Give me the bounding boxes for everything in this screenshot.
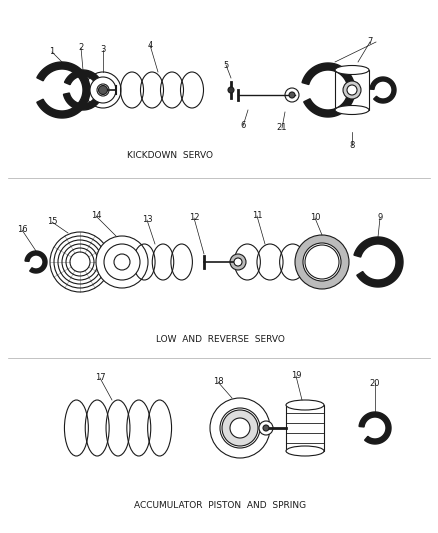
Text: 19: 19 xyxy=(291,372,301,381)
Circle shape xyxy=(92,79,114,101)
Ellipse shape xyxy=(286,400,324,410)
Circle shape xyxy=(259,421,273,435)
Text: KICKDOWN  SERVO: KICKDOWN SERVO xyxy=(127,150,213,159)
Ellipse shape xyxy=(286,446,324,456)
Polygon shape xyxy=(64,70,103,110)
Text: 14: 14 xyxy=(91,212,101,221)
Circle shape xyxy=(295,235,349,289)
Text: LOW  AND  REVERSE  SERVO: LOW AND REVERSE SERVO xyxy=(155,335,284,344)
Text: 9: 9 xyxy=(378,214,383,222)
Text: 15: 15 xyxy=(47,217,57,227)
Text: 4: 4 xyxy=(147,41,152,50)
Bar xyxy=(286,405,324,451)
Ellipse shape xyxy=(335,106,369,115)
Text: 17: 17 xyxy=(95,374,105,383)
Text: 10: 10 xyxy=(310,214,320,222)
Circle shape xyxy=(222,410,258,446)
Ellipse shape xyxy=(335,66,369,75)
Circle shape xyxy=(285,88,299,102)
Text: 18: 18 xyxy=(213,377,223,386)
Text: 1: 1 xyxy=(49,47,55,56)
Circle shape xyxy=(210,398,270,458)
Circle shape xyxy=(96,236,148,288)
Polygon shape xyxy=(37,62,90,118)
Circle shape xyxy=(85,72,121,108)
Polygon shape xyxy=(359,412,391,444)
Circle shape xyxy=(230,254,246,270)
Circle shape xyxy=(99,85,107,94)
Circle shape xyxy=(104,244,140,280)
Text: 5: 5 xyxy=(223,61,229,69)
Text: 2: 2 xyxy=(78,44,84,52)
Circle shape xyxy=(343,81,361,99)
Text: 7: 7 xyxy=(367,37,373,46)
Text: 20: 20 xyxy=(370,378,380,387)
Circle shape xyxy=(228,87,234,93)
Circle shape xyxy=(107,247,137,277)
Text: ACCUMULATOR  PISTON  AND  SPRING: ACCUMULATOR PISTON AND SPRING xyxy=(134,500,306,510)
Polygon shape xyxy=(354,237,403,287)
Circle shape xyxy=(114,254,130,270)
Circle shape xyxy=(234,258,242,266)
Text: 6: 6 xyxy=(240,122,246,131)
Circle shape xyxy=(289,92,295,98)
Polygon shape xyxy=(370,77,396,103)
Text: 21: 21 xyxy=(277,124,287,133)
Circle shape xyxy=(347,85,357,95)
Circle shape xyxy=(303,243,341,281)
Polygon shape xyxy=(25,251,47,273)
Circle shape xyxy=(305,245,339,279)
Circle shape xyxy=(220,408,260,448)
Circle shape xyxy=(97,84,109,96)
Text: 8: 8 xyxy=(350,141,355,149)
Bar xyxy=(335,70,369,110)
Circle shape xyxy=(230,418,250,438)
Text: 12: 12 xyxy=(189,214,199,222)
Circle shape xyxy=(90,77,116,103)
Text: 13: 13 xyxy=(141,215,152,224)
Circle shape xyxy=(263,425,269,431)
Polygon shape xyxy=(302,63,355,117)
Text: 16: 16 xyxy=(17,225,27,235)
Text: 3: 3 xyxy=(100,45,106,54)
Text: 11: 11 xyxy=(252,212,262,221)
